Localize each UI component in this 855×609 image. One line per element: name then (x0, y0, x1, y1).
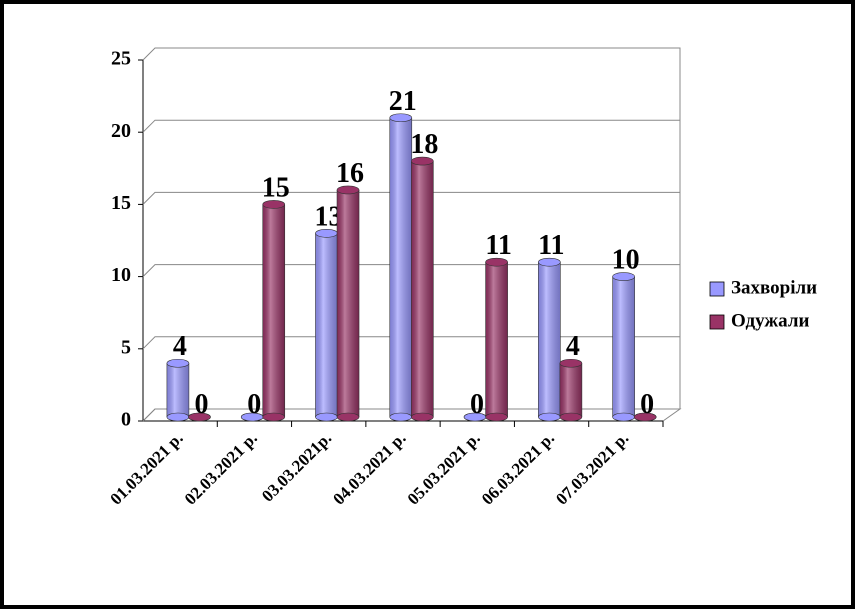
data-label: 21 (389, 86, 417, 117)
bar-bottom (336, 412, 360, 422)
legend-swatch (709, 314, 725, 330)
cylinder (315, 228, 338, 422)
cylinder (188, 412, 211, 422)
cylinder (559, 358, 583, 422)
bar-shade (166, 363, 189, 417)
bar-outline (262, 204, 286, 417)
cylinder (463, 412, 487, 422)
bar-shade (559, 363, 582, 417)
bar-top (262, 200, 286, 209)
cylinder (633, 412, 657, 422)
bar-bottom (262, 412, 286, 422)
cylinder (166, 358, 190, 422)
bar-bottom (315, 412, 338, 422)
bar-outline (612, 276, 635, 417)
bar-shade (262, 204, 285, 417)
bar-bottom (538, 412, 561, 422)
cylinder (389, 113, 413, 422)
y-tick-label: 20 (111, 120, 131, 142)
legend-swatch (709, 281, 725, 297)
bar-top (633, 412, 657, 422)
bar-bottom (612, 412, 635, 422)
bar-shade (538, 262, 561, 417)
bar-bottom (485, 412, 508, 422)
bar-top (188, 412, 211, 422)
data-label: 0 (247, 389, 261, 420)
bar-top (166, 358, 190, 368)
data-label: 0 (194, 389, 208, 420)
bar-shade (315, 233, 338, 417)
data-label: 18 (410, 129, 438, 160)
bar-shade (612, 276, 635, 417)
cylinder (485, 257, 508, 422)
bar-outline (485, 262, 508, 417)
data-label: 11 (538, 230, 564, 261)
bar-bottom (411, 412, 434, 422)
data-label: 0 (470, 389, 484, 420)
bar-top (612, 272, 635, 281)
bar-top (336, 185, 360, 195)
y-tick-label: 25 (111, 48, 131, 70)
bar-shade (337, 189, 360, 417)
cylinder (336, 185, 360, 422)
legend-label: Одужали (731, 310, 809, 331)
bar-top (559, 358, 583, 368)
bar-bottom (559, 412, 583, 422)
bar-outline (336, 189, 360, 417)
bar-top (411, 156, 434, 166)
bar-top (389, 113, 413, 123)
grid-line (142, 191, 680, 205)
y-tick-label: 10 (111, 264, 131, 286)
grid-line (142, 119, 680, 133)
bar-outline (559, 363, 583, 417)
bar-bottom (389, 412, 413, 422)
bar-shade (411, 161, 434, 417)
bar-top (538, 257, 561, 267)
data-label: 11 (485, 230, 511, 261)
data-label: 4 (173, 331, 187, 362)
cylinder (612, 272, 635, 422)
bar-top (485, 257, 508, 267)
bar-bottom (166, 412, 190, 422)
bar-outline (166, 363, 190, 417)
grid-line (142, 47, 680, 61)
cylinder (538, 257, 561, 422)
data-label: 10 (612, 245, 640, 276)
data-label: 0 (640, 389, 654, 420)
y-tick-label: 5 (121, 336, 131, 358)
bar-shade (485, 262, 508, 417)
y-tick-label: 0 (121, 409, 131, 431)
legend-label: Захворіли (731, 277, 817, 298)
bar-shade (389, 117, 412, 417)
bar-outline (411, 161, 434, 417)
cylinder (411, 156, 434, 422)
data-label: 4 (566, 331, 580, 362)
data-label: 15 (262, 172, 290, 203)
cylinder (262, 200, 286, 422)
y-tick-label: 15 (111, 192, 131, 214)
data-label: 16 (336, 158, 364, 189)
cylinder (240, 412, 264, 422)
